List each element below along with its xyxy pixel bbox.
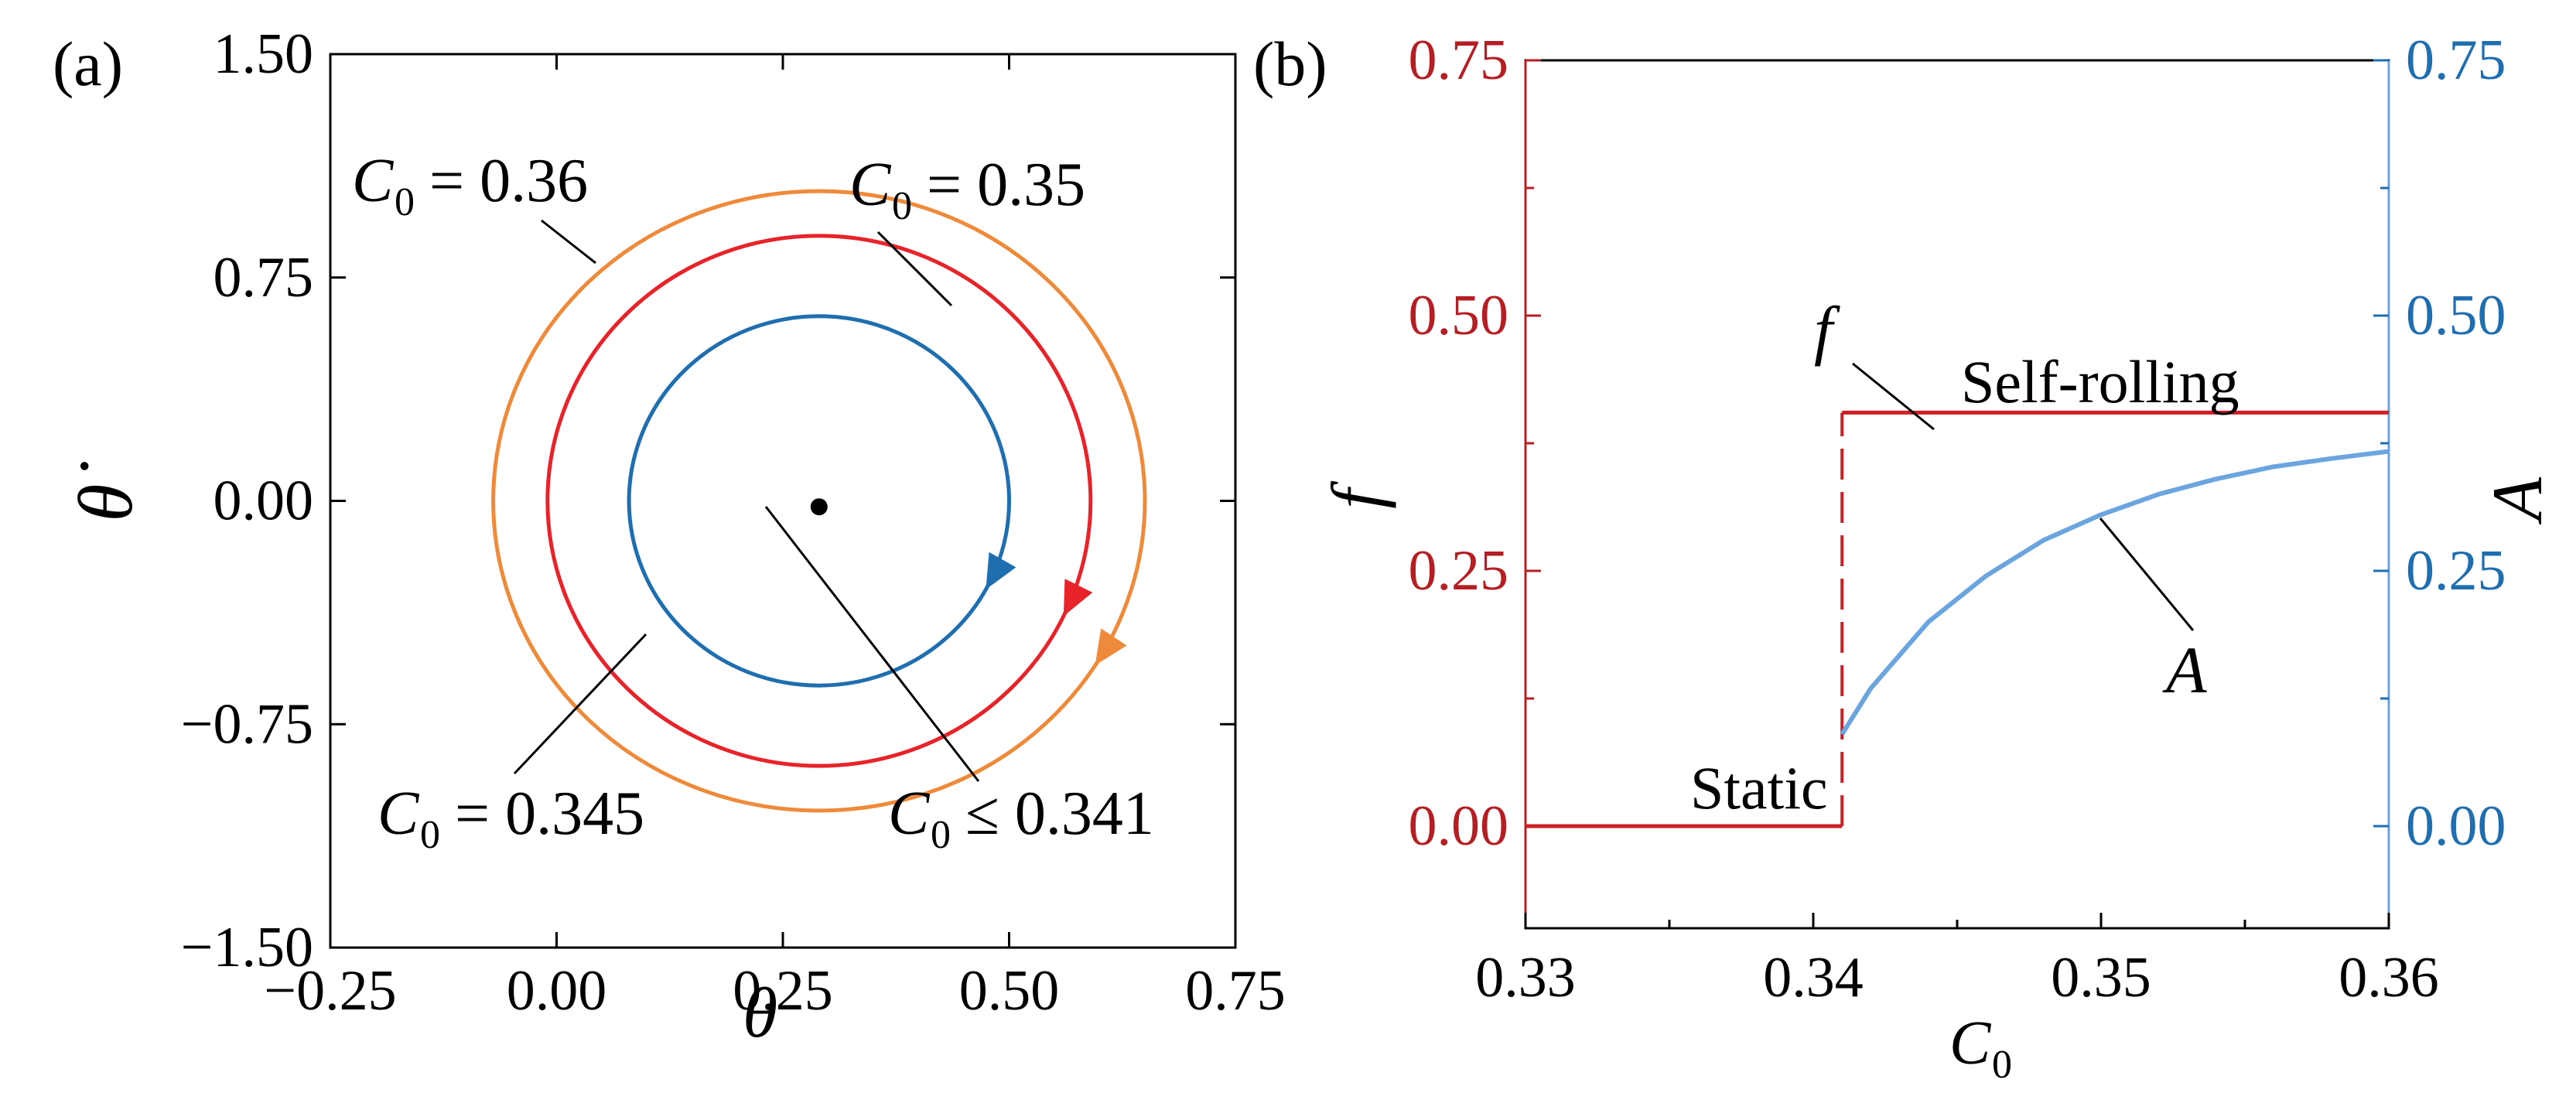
b-left-tick-label: 0.50 [1409,284,1509,347]
panel-a-orbits [491,189,1147,813]
panel-b-x-ticks: 0.33 0.34 0.35 0.36 [1475,913,2439,1009]
a-ytick-label: −0.75 [181,692,313,756]
label-c0345: C 0 = 0.345 [378,780,644,857]
panel-b-series [1525,410,2390,828]
label-c035-sub: 0 [892,184,912,228]
b-right-tick-label: 0.75 [2406,29,2506,92]
a-ytick-label: −1.50 [181,916,313,979]
label-c035-c: C [849,151,892,219]
orbit-arrow-0 [1095,628,1127,666]
panel-a-x-ticks: −0.25 0.00 0.25 0.50 0.75 [264,54,1286,1023]
panel-b-left-label: f [1317,480,1396,509]
a-ytick-label: 0.75 [214,246,314,309]
panel-b: (b) 0.75 0.50 0.25 0.00 0.75 0.50 0.25 0.00 0.… [1253,29,2557,1087]
orbit-arrow-2 [986,552,1016,589]
a-xtick-label: −0.25 [264,959,396,1023]
label-c0345-value: = 0.345 [455,780,644,848]
panel-b-leader-lines [1852,362,2195,631]
panel-b-x-label-group: C 0 [1949,1009,2012,1087]
panel-a-leader-lines [513,219,980,782]
a-xtick-label: 0.00 [507,959,607,1023]
b-left-tick-label: 0.00 [1409,794,1509,858]
panel-a: (a) 1.50 0.75 0.00 −0.75 −1.50 −0.25 0.00 0.25… [53,22,1286,1052]
label-self-rolling: Self-rolling [1961,348,2239,415]
label-c036-c: C [352,147,395,215]
a-xtick-label: 0.50 [959,959,1060,1023]
panel-b-right-label-group: A [2478,476,2557,525]
panel-b-right-ticks: 0.75 0.50 0.25 0.00 [2373,29,2506,858]
label-c0341-value: ≤ 0.341 [965,780,1154,848]
label-c035-value: = 0.35 [927,151,1085,219]
label-c0345-sub: 0 [420,813,440,857]
a-xtick-label: 0.25 [733,959,833,1023]
panel-b-x-label-sub: 0 [1992,1043,2012,1087]
panel-a-x-label: θ [743,973,777,1052]
a-xtick-label: 0.75 [1185,959,1286,1023]
label-c0345-c: C [378,780,420,848]
label-c035: C 0 = 0.35 [849,151,1085,228]
panel-b-left-label-group: f [1317,480,1396,509]
panel-a-y-label: θ̇ [63,461,149,521]
b-right-tick-label: 0.25 [2406,539,2506,603]
panel-b-x-label: C [1949,1009,1992,1078]
panel-b-left-ticks: 0.75 0.50 0.25 0.00 [1409,29,1541,858]
orbit-1 [545,234,1093,768]
b-xtick-label: 0.36 [2339,946,2439,1009]
b-xtick-label: 0.33 [1475,946,1576,1009]
label-static: Static [1690,754,1828,821]
panel-a-label: (a) [53,29,123,99]
b-right-tick-label: 0.50 [2406,284,2506,347]
b-left-tick-label: 0.75 [1409,29,1509,92]
label-c0341-sub: 0 [931,813,951,857]
b-xtick-label: 0.34 [1763,946,1864,1009]
b-left-tick-label: 0.25 [1409,539,1509,603]
label-f: f [1814,292,1840,367]
panel-a-y-ticks: 1.50 0.75 0.00 −0.75 −1.50 [181,22,1235,979]
a-amplitude-curve [1840,449,2390,736]
orbit-arrow-1 [1063,579,1093,617]
label-c036-sub: 0 [395,180,415,224]
panel-a-y-label-group: θ̇ [63,461,149,521]
label-c0341-c: C [888,780,931,848]
b-right-tick-label: 0.00 [2406,794,2506,858]
a-ytick-label: 1.50 [214,22,314,86]
fixed-point [810,498,828,516]
label-c036: C 0 = 0.36 [352,147,588,224]
orbit-2 [627,314,1012,688]
label-a: A [2162,633,2207,707]
a-ytick-label: 0.00 [214,470,314,533]
panel-b-label: (b) [1253,29,1327,99]
orbit-0 [491,189,1147,813]
panel-b-frame [1524,59,2390,930]
label-c0341: C 0 ≤ 0.341 [888,780,1154,857]
label-c036-value: = 0.36 [429,147,588,215]
b-xtick-label: 0.35 [2051,946,2151,1009]
panel-b-right-label: A [2478,476,2557,525]
